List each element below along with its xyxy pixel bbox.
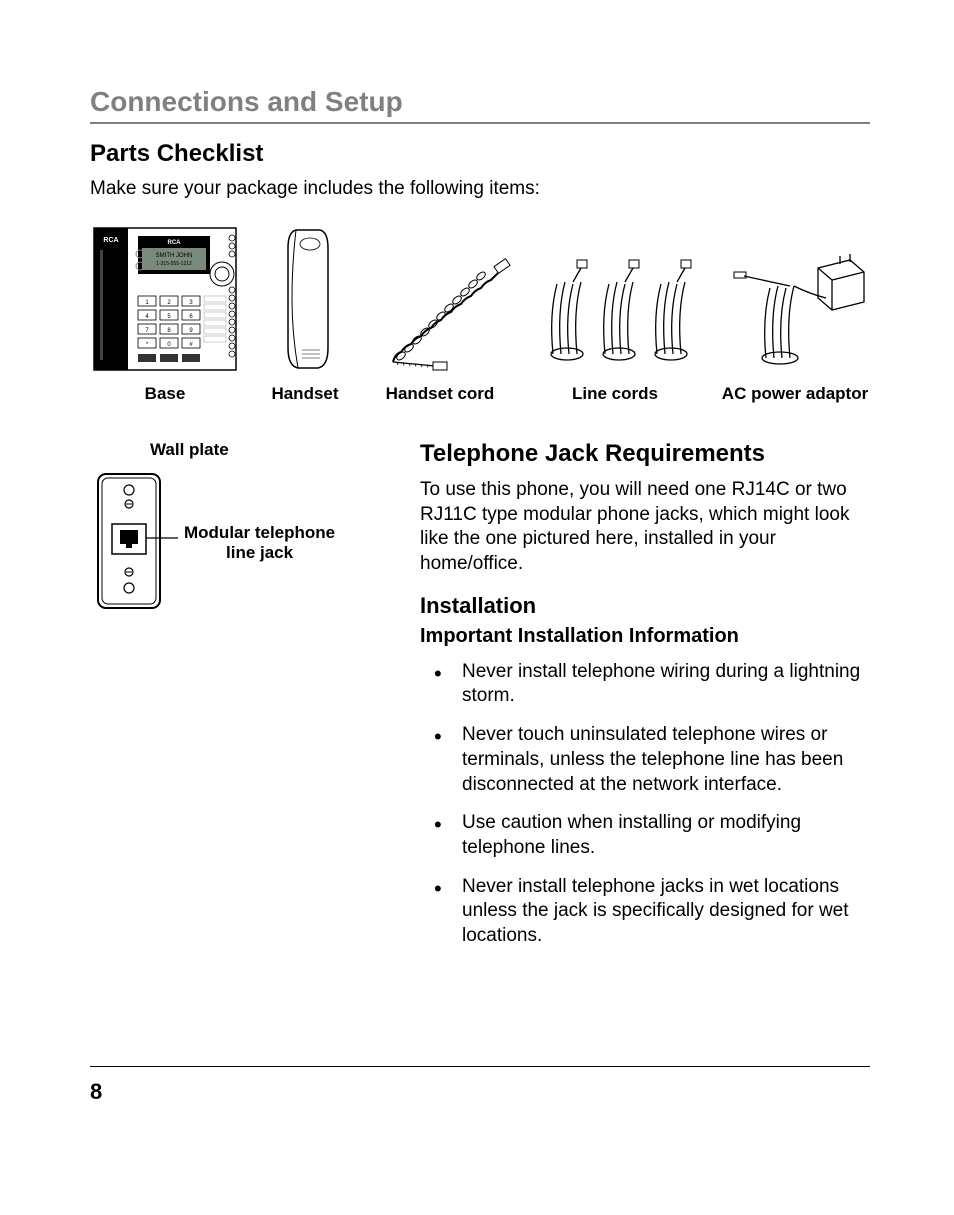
- part-label-ac-adaptor: AC power adaptor: [720, 384, 870, 404]
- page-number: 8: [90, 1079, 102, 1105]
- part-ac-adaptor: [730, 254, 870, 374]
- svg-text:RCA: RCA: [103, 237, 118, 244]
- jack-label-line2: line jack: [184, 543, 335, 563]
- jack-req-body: To use this phone, you will need one RJ1…: [420, 478, 870, 577]
- footer-rule: [90, 1066, 870, 1067]
- part-handset: [268, 224, 348, 374]
- ac-adaptor-icon: [730, 254, 870, 374]
- svg-text:SMITH JOHN: SMITH JOHN: [156, 253, 193, 259]
- parts-checklist-heading: Parts Checklist: [90, 140, 870, 168]
- lower-columns: Wall plate Modular telephone lin: [90, 440, 870, 963]
- installation-subheading: Important Installation Information: [420, 625, 870, 648]
- parts-checklist-intro: Make sure your package includes the foll…: [90, 178, 870, 200]
- handset-cord-icon: [375, 234, 515, 374]
- line-cords-icon: [543, 254, 703, 374]
- base-icon: RCA RCA SMITH JOHN 1-315-555-1212: [90, 224, 240, 374]
- installation-heading: Installation: [420, 593, 870, 619]
- parts-label-row: Base Handset Handset cord Line cords AC …: [90, 384, 870, 404]
- wall-plate-title: Wall plate: [150, 440, 420, 460]
- parts-illustrations-row: RCA RCA SMITH JOHN 1-315-555-1212: [90, 214, 870, 374]
- section-heading: Connections and Setup: [90, 86, 870, 124]
- installation-bullets: Never install telephone wiring during a …: [420, 660, 870, 949]
- bullet-item: Never install telephone jacks in wet loc…: [420, 875, 870, 949]
- part-label-base: Base: [90, 384, 240, 404]
- handset-icon: [278, 224, 338, 374]
- jack-req-heading: Telephone Jack Requirements: [420, 440, 870, 468]
- bullet-item: Never install telephone wiring during a …: [420, 660, 870, 709]
- bullet-item: Use caution when installing or modifying…: [420, 811, 870, 860]
- jack-label-line1: Modular telephone: [184, 523, 335, 543]
- left-column: Wall plate Modular telephone lin: [90, 440, 420, 963]
- bullet-item: Never touch uninsulated telephone wires …: [420, 723, 870, 797]
- wall-plate-icon: [90, 468, 180, 618]
- right-column: Telephone Jack Requirements To use this …: [420, 440, 870, 963]
- part-handset-cord: [375, 234, 515, 374]
- part-base: RCA RCA SMITH JOHN 1-315-555-1212: [90, 224, 240, 374]
- svg-text:1-315-555-1212: 1-315-555-1212: [156, 261, 192, 267]
- part-label-line-cords: Line cords: [535, 384, 695, 404]
- part-line-cords: [543, 254, 703, 374]
- svg-text:RCA: RCA: [168, 240, 182, 246]
- part-label-handset: Handset: [265, 384, 345, 404]
- part-label-handset-cord: Handset cord: [370, 384, 510, 404]
